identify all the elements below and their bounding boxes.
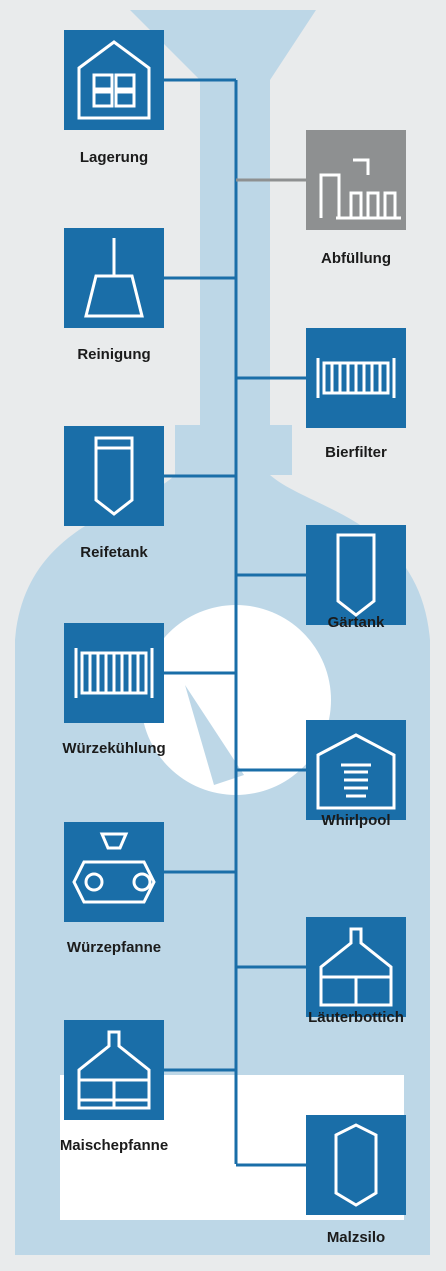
node-label: Lagerung — [80, 149, 148, 166]
process-diagram: Lagerung Abfüllung Reinigung Bierfilter Reif… — [0, 0, 446, 1271]
node-label: Whirlpool — [321, 812, 390, 829]
icon-tile — [306, 525, 406, 625]
node-label: Gärtank — [328, 614, 385, 631]
node-label: Maischepfanne — [60, 1137, 168, 1154]
node-label: Läuterbottich — [308, 1009, 404, 1026]
node-label: Malzsilo — [327, 1229, 385, 1246]
icon-tile — [306, 1115, 406, 1215]
node-label: Abfüllung — [321, 250, 391, 267]
icon-tile — [64, 426, 164, 526]
page: {"nodes": [ {"label": "Lagerung"}, {"lab… — [0, 0, 446, 1271]
node-label: Reinigung — [77, 346, 150, 363]
node-label: Würzepfanne — [67, 939, 161, 956]
node-label: Bierfilter — [325, 444, 387, 461]
node-label: Reifetank — [80, 544, 148, 561]
node-label: Würzekühlung — [62, 740, 165, 757]
